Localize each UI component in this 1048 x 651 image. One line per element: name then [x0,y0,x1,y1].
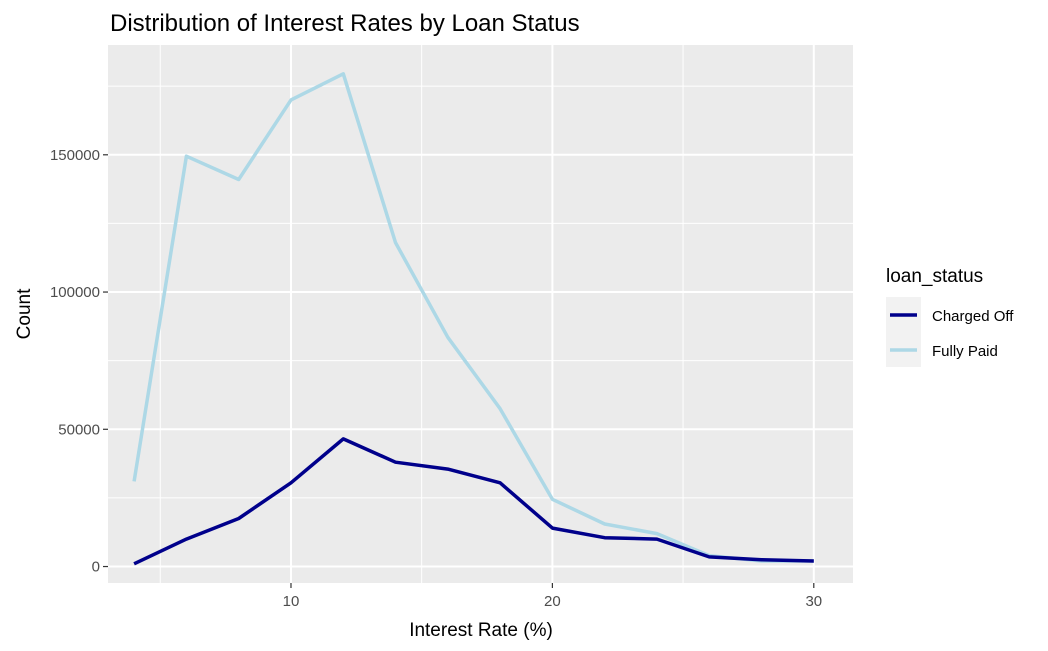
y-axis: 0 50000 100000 150000 [50,147,108,576]
legend-label-fully-paid: Fully Paid [932,343,998,360]
y-tick-label: 150000 [50,147,100,164]
grid-minor [108,45,853,583]
y-tick-label: 50000 [58,421,100,438]
grid-major [108,45,853,583]
y-axis-title: Count [14,288,35,339]
plot-panel [108,45,853,583]
x-tick-label: 10 [283,593,300,610]
series-line-charged-off [133,437,814,566]
chart-title: Distribution of Interest Rates by Loan S… [110,10,580,37]
y-tick-label: 0 [92,559,100,576]
series-line-fully-paid [132,72,814,563]
x-axis: 10 20 30 [283,583,822,610]
legend-title: loan_status [886,266,983,287]
y-tick-label: 100000 [50,284,100,301]
x-tick-label: 30 [805,593,822,610]
legend: loan_status Charged Off Fully Paid [886,266,1014,367]
x-tick-label: 20 [544,593,561,610]
legend-label-charged-off: Charged Off [932,308,1014,325]
x-axis-title: Interest Rate (%) [409,620,553,641]
series-lines [132,72,814,566]
